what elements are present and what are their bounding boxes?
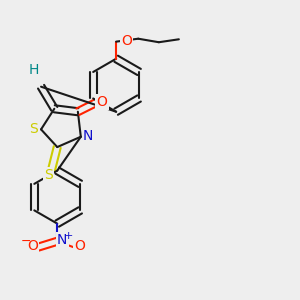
Text: S: S	[44, 168, 53, 182]
Text: N: N	[83, 129, 93, 143]
Text: O: O	[121, 34, 132, 48]
Text: H: H	[28, 64, 39, 77]
Text: −: −	[20, 236, 31, 248]
Text: S: S	[29, 122, 38, 136]
Text: O: O	[74, 239, 86, 253]
Text: O: O	[97, 95, 107, 109]
Text: +: +	[64, 231, 73, 241]
Text: O: O	[27, 239, 38, 253]
Text: N: N	[57, 233, 68, 248]
